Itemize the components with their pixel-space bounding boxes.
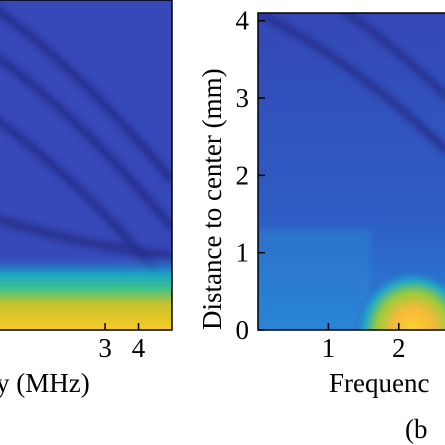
left-heatmap	[0, 0, 172, 330]
left-x-tick-label-4: 4	[132, 333, 146, 363]
right-y-tick-label-1: 1	[236, 238, 250, 268]
right-y-tick-label-3: 3	[236, 83, 250, 113]
left-ridge-3	[0, 6, 172, 184]
left-ridge-2	[0, 53, 172, 231]
right-y-tick-label-2: 2	[236, 160, 250, 190]
left-x-tick-label-3: 3	[98, 333, 112, 363]
right-ridge-1	[258, 13, 445, 156]
right-x-axis-label: Frequenc	[329, 368, 429, 398]
right-y-tick-label-0: 0	[236, 315, 250, 345]
right-ridge-2	[339, 13, 445, 102]
right-plot-frame	[257, 12, 445, 331]
right-y-tick-label-4: 4	[236, 6, 250, 36]
left-x-axis-label: y (MHz)	[0, 368, 90, 398]
left-ridge-curves	[0, 6, 172, 294]
right-x-tick-label-1: 1	[322, 333, 336, 363]
right-ridge-curves	[258, 13, 445, 330]
left-ridge-lower	[0, 214, 172, 261]
right-heatmap	[258, 13, 445, 330]
right-y-axis-label: Distance to center (mm)	[197, 68, 227, 330]
right-lower-glow	[258, 229, 371, 330]
caption-fragment: (b	[405, 414, 428, 444]
right-x-tick-label-2: 2	[392, 333, 406, 363]
right-peak-blob	[353, 256, 445, 330]
left-bright-band	[0, 255, 172, 330]
left-plot-frame	[0, 0, 173, 331]
